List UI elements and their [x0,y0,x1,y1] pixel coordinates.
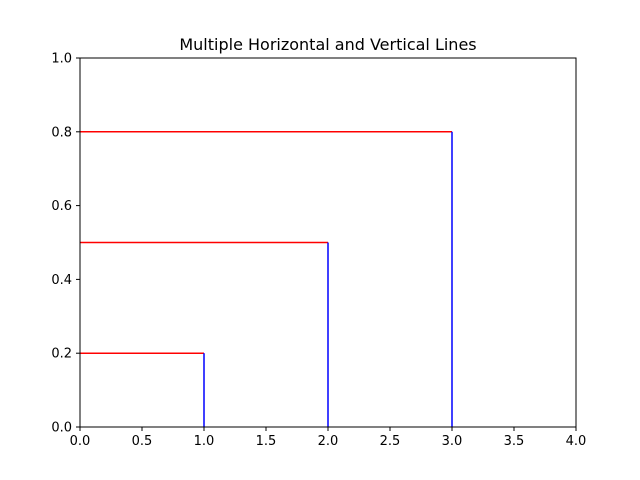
x-tick-label: 0.0 [70,434,91,449]
y-tick-label: 0.2 [51,347,72,362]
y-tick-label: 0.4 [51,273,72,288]
data-lines [80,131,453,427]
chart-title: Multiple Horizontal and Vertical Lines [179,35,476,54]
y-tick-label: 1.0 [51,52,72,67]
x-tick-label: 0.5 [132,434,153,449]
x-axis: 0.0 0.5 1.0 1.5 2.0 2.5 3.0 3.5 4.0 [70,427,587,449]
x-tick-label: 2.5 [380,434,401,449]
x-tick-label: 1.0 [194,434,215,449]
y-tick-label: 0.0 [51,421,72,436]
y-tick-label: 0.8 [51,125,72,140]
y-axis: 0.0 0.2 0.4 0.6 0.8 1.0 [51,52,80,436]
x-tick-label: 4.0 [566,434,587,449]
x-tick-label: 3.0 [442,434,463,449]
x-tick-label: 3.5 [504,434,525,449]
x-tick-label: 2.0 [318,434,339,449]
x-tick-label: 1.5 [256,434,277,449]
y-tick-label: 0.6 [51,199,72,214]
